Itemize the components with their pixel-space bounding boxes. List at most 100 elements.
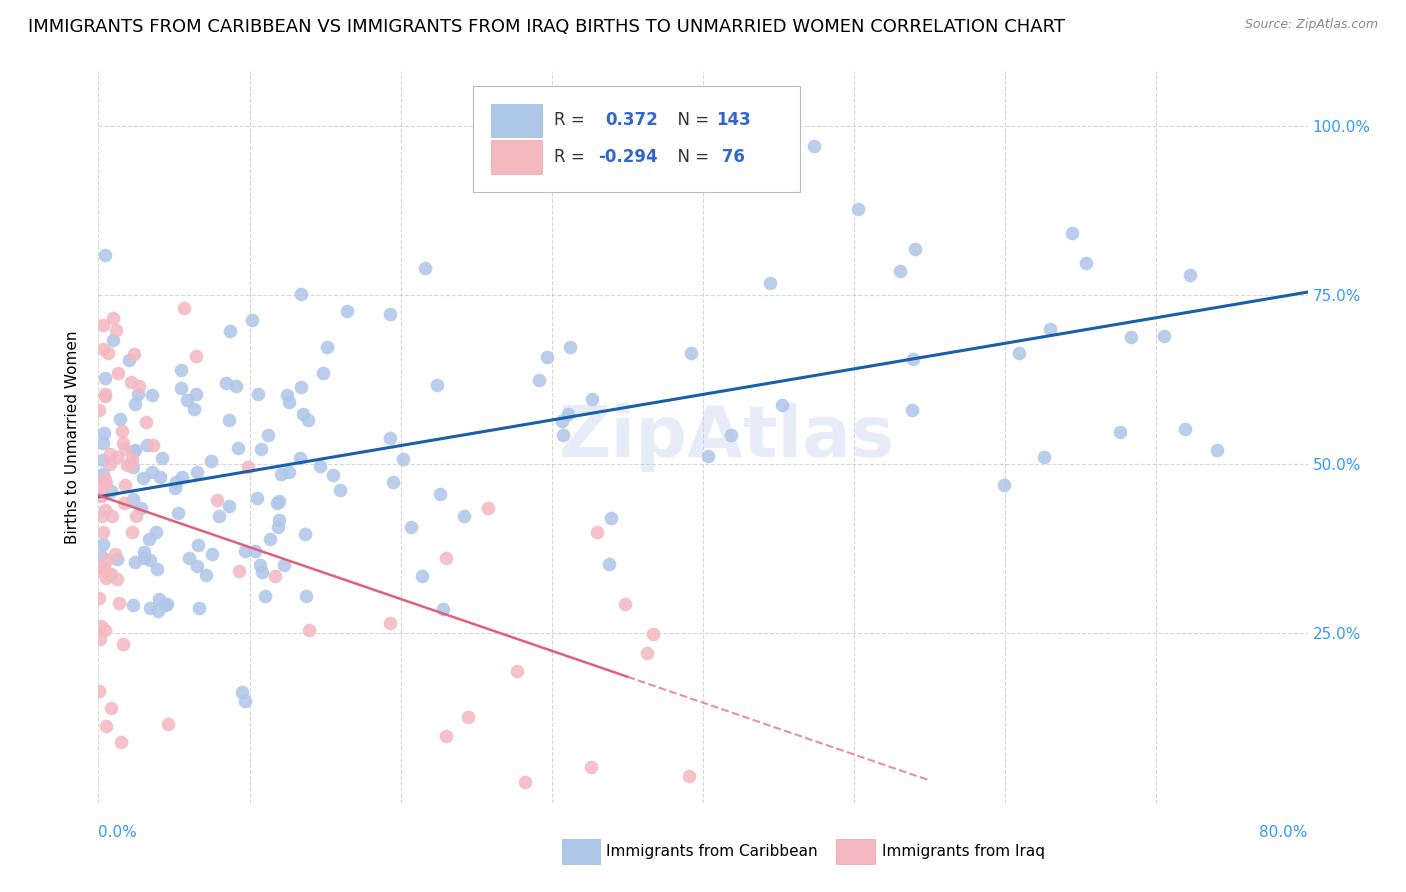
Point [513, 775, 536, 789]
Point [146, 562, 169, 576]
Point [846, 202, 869, 216]
Point [122, 598, 145, 612]
Point [122, 459, 145, 474]
Point [148, 591, 170, 606]
Point [186, 349, 208, 363]
Point [89, 591, 111, 606]
Point [127, 387, 149, 401]
Point [259, 532, 281, 546]
Point [551, 414, 574, 428]
Point [901, 352, 924, 367]
Point [457, 710, 479, 724]
Point [108, 596, 131, 610]
Point [378, 307, 401, 321]
Point [149, 470, 172, 484]
Point [107, 367, 129, 381]
Point [572, 170, 595, 185]
Point [103, 333, 125, 347]
Point [432, 602, 454, 616]
Point [579, 760, 602, 774]
Point [177, 551, 200, 566]
Point [297, 624, 319, 638]
Point [253, 589, 276, 603]
Point [110, 424, 132, 438]
Text: 0.0%: 0.0% [98, 825, 138, 839]
Point [1205, 442, 1227, 457]
Point [91, 560, 114, 574]
Point [312, 367, 335, 381]
Point [322, 468, 344, 483]
FancyBboxPatch shape [561, 838, 600, 863]
FancyBboxPatch shape [492, 140, 543, 174]
Point [218, 499, 240, 513]
Point [581, 392, 603, 406]
Point [195, 568, 218, 582]
Point [381, 475, 404, 489]
Point [207, 492, 229, 507]
Point [114, 477, 136, 491]
Point [89, 683, 111, 698]
Point [91, 537, 114, 551]
Point [679, 346, 702, 360]
Point [558, 340, 581, 354]
Text: -0.294: -0.294 [598, 148, 658, 166]
Point [138, 533, 160, 547]
Point [392, 452, 415, 467]
Point [598, 557, 620, 571]
Text: 0.372: 0.372 [605, 112, 658, 129]
Point [105, 551, 128, 566]
Point [770, 398, 793, 412]
Point [557, 407, 579, 421]
Text: N =: N = [666, 148, 714, 166]
Y-axis label: Births to Unmarried Women: Births to Unmarried Women [65, 330, 80, 544]
Point [434, 729, 457, 743]
Point [93, 370, 115, 384]
Point [93, 426, 115, 441]
Point [90, 619, 112, 633]
Point [121, 452, 143, 467]
Point [114, 442, 136, 456]
Point [527, 373, 550, 387]
Point [1074, 256, 1097, 270]
Point [176, 393, 198, 408]
Point [132, 544, 155, 558]
Point [118, 353, 141, 368]
Point [904, 242, 927, 256]
Point [294, 527, 316, 541]
Point [1060, 226, 1083, 240]
Point [1108, 425, 1130, 439]
Text: R =: R = [554, 112, 596, 129]
Point [183, 401, 205, 416]
Point [243, 544, 266, 558]
Point [290, 451, 312, 466]
Point [105, 323, 128, 337]
Point [108, 412, 131, 426]
Text: 80.0%: 80.0% [1260, 825, 1308, 839]
Point [233, 543, 256, 558]
Point [246, 491, 269, 505]
Point [136, 437, 159, 451]
Point [294, 590, 316, 604]
Point [89, 632, 111, 647]
Text: Immigrants from Caribbean: Immigrants from Caribbean [606, 844, 818, 859]
Point [91, 488, 114, 502]
Point [87, 475, 110, 490]
Point [249, 558, 271, 572]
Point [1174, 422, 1197, 436]
Point [276, 388, 298, 402]
Point [413, 261, 436, 276]
Point [94, 502, 117, 516]
Point [900, 402, 922, 417]
Point [112, 637, 135, 651]
Point [208, 508, 231, 523]
Point [120, 457, 142, 471]
Point [614, 597, 637, 611]
Point [117, 458, 139, 473]
Point [336, 304, 359, 318]
Point [277, 465, 299, 479]
Point [170, 381, 193, 395]
Text: Immigrants from Iraq: Immigrants from Iraq [882, 844, 1045, 859]
Point [257, 428, 280, 442]
Point [551, 428, 574, 442]
Point [93, 561, 115, 575]
